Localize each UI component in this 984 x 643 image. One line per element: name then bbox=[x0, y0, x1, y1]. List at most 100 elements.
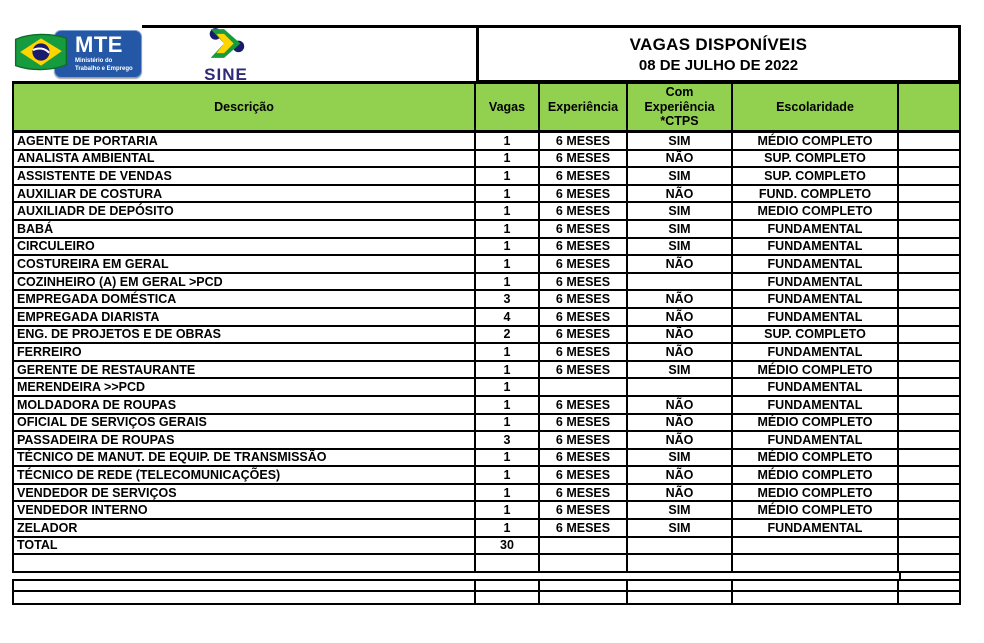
cell-escolaridade: FUNDAMENTAL bbox=[733, 432, 899, 450]
sine-wordmark: SINE bbox=[204, 65, 248, 84]
cell-escolaridade: FUNDAMENTAL bbox=[733, 291, 899, 309]
cell-vagas: 1 bbox=[476, 185, 540, 204]
empty-row bbox=[12, 578, 961, 592]
cell-descricao: EMPREGADA DIARISTA bbox=[12, 308, 476, 327]
mte-ministry-line2: Trabalho e Emprego bbox=[75, 65, 133, 72]
cell-extra bbox=[899, 273, 961, 292]
cell-ctps: NÃO bbox=[628, 308, 733, 327]
cell-escolaridade: FUNDAMENTAL bbox=[733, 396, 899, 415]
cell-vagas: 1 bbox=[476, 238, 540, 257]
cell-ctps: SIM bbox=[628, 220, 733, 239]
job-row: ANALISTA AMBIENTAL 1 6 MESES NÃO SUP. COMPLE… bbox=[12, 150, 961, 169]
job-row: COSTUREIRA EM GERAL 1 6 MESES NÃO FUNDAMENTA… bbox=[12, 256, 961, 274]
cell-extra bbox=[899, 379, 961, 397]
cell-descricao: FERREIRO bbox=[12, 344, 476, 362]
cell-descricao: AUXILIAR DE COSTURA bbox=[12, 185, 476, 204]
cell-ctps: NÃO bbox=[628, 484, 733, 503]
cell-escolaridade: FUNDAMENTAL bbox=[733, 520, 899, 538]
col-header-descricao: Descrição bbox=[12, 81, 476, 133]
cell-escolaridade: FUNDAMENTAL bbox=[733, 379, 899, 397]
cell-experiencia: 6 MESES bbox=[540, 484, 628, 503]
cell-ctps bbox=[628, 273, 733, 292]
cell-experiencia: 6 MESES bbox=[540, 344, 628, 362]
total-cell-empty bbox=[733, 537, 899, 556]
job-row: AUXILIAR DE COSTURA 1 6 MESES NÃO FUND. COMP… bbox=[12, 185, 961, 204]
cell-experiencia: 6 MESES bbox=[540, 273, 628, 292]
cell-descricao: VENDEDOR DE SERVIÇOS bbox=[12, 484, 476, 503]
cell-escolaridade: MÉDIO COMPLETO bbox=[733, 414, 899, 433]
cell-ctps: NÃO bbox=[628, 185, 733, 204]
cell-vagas: 1 bbox=[476, 344, 540, 362]
header-row: Descrição Vagas Experiência Com Experiên… bbox=[12, 81, 961, 133]
job-row: VENDEDOR DE SERVIÇOS 1 6 MESES NÃO MEDIO COM… bbox=[12, 484, 961, 503]
cell-ctps: SIM bbox=[628, 133, 733, 151]
cell-experiencia: 6 MESES bbox=[540, 133, 628, 151]
cell-descricao: MERENDEIRA >>PCD bbox=[12, 379, 476, 397]
cell-ctps: NÃO bbox=[628, 291, 733, 309]
cell-vagas: 1 bbox=[476, 273, 540, 292]
job-row: AUXILIADR DE DEPÓSITO 1 6 MESES SIM MEDIO CO… bbox=[12, 203, 961, 221]
cell-escolaridade: MÉDIO COMPLETO bbox=[733, 467, 899, 485]
total-vagas: 30 bbox=[476, 537, 540, 556]
cell-vagas: 1 bbox=[476, 361, 540, 380]
cell-experiencia: 6 MESES bbox=[540, 432, 628, 450]
cell-extra bbox=[899, 449, 961, 468]
cell-experiencia bbox=[540, 379, 628, 397]
cell-extra bbox=[899, 238, 961, 257]
cell-vagas: 1 bbox=[476, 449, 540, 468]
cell-vagas: 1 bbox=[476, 484, 540, 503]
cell-descricao: MOLDADORA DE ROUPAS bbox=[12, 396, 476, 415]
brazil-flag-icon bbox=[12, 29, 70, 80]
vagas-table: Descrição Vagas Experiência Com Experiên… bbox=[12, 81, 961, 605]
cell-extra bbox=[899, 133, 961, 151]
cell-descricao: EMPREGADA DOMÉSTICA bbox=[12, 291, 476, 309]
cell-escolaridade: FUND. COMPLETO bbox=[733, 185, 899, 204]
cell-extra bbox=[899, 203, 961, 221]
cell-descricao: ZELADOR bbox=[12, 520, 476, 538]
job-row: EMPREGADA DOMÉSTICA 3 6 MESES NÃO FUNDAMENTA… bbox=[12, 291, 961, 309]
cell-extra bbox=[899, 326, 961, 345]
cell-extra bbox=[899, 484, 961, 503]
cell-extra bbox=[899, 256, 961, 274]
cell-descricao: OFICIAL DE SERVIÇOS GERAIS bbox=[12, 414, 476, 433]
cell-ctps: NÃO bbox=[628, 432, 733, 450]
job-row: OFICIAL DE SERVIÇOS GERAIS 1 6 MESES NÃO MÉD… bbox=[12, 414, 961, 433]
empty-row bbox=[12, 555, 961, 573]
cell-experiencia: 6 MESES bbox=[540, 520, 628, 538]
cell-ctps: SIM bbox=[628, 449, 733, 468]
job-row: TÉCNICO DE REDE (TELECOMUNICAÇÕES) 1 6 MES… bbox=[12, 467, 961, 485]
cell-experiencia: 6 MESES bbox=[540, 168, 628, 186]
col-header-vagas: Vagas bbox=[476, 81, 540, 133]
cell-vagas: 3 bbox=[476, 291, 540, 309]
cell-descricao: PASSADEIRA DE ROUPAS bbox=[12, 432, 476, 450]
cell-escolaridade: SUP. COMPLETO bbox=[733, 168, 899, 186]
cell-descricao: ANALISTA AMBIENTAL bbox=[12, 150, 476, 169]
cell-experiencia: 6 MESES bbox=[540, 220, 628, 239]
cell-vagas: 1 bbox=[476, 467, 540, 485]
cell-descricao: TÉCNICO DE MANUT. DE EQUIP. DE TRANSMISS… bbox=[12, 449, 476, 468]
total-cell-empty bbox=[899, 537, 961, 556]
job-row: ZELADOR 1 6 MESES SIM FUNDAMENTAL bbox=[12, 520, 961, 538]
cell-escolaridade: MÉDIO COMPLETO bbox=[733, 449, 899, 468]
mte-ministry-line1: Ministério do bbox=[75, 58, 113, 64]
mte-logo-box: MTE Ministério do Trabalho e Emprego bbox=[54, 30, 142, 78]
cell-descricao: GERENTE DE RESTAURANTE bbox=[12, 361, 476, 380]
page-date: 08 DE JULHO DE 2022 bbox=[638, 56, 799, 74]
cell-descricao: ASSISTENTE DE VENDAS bbox=[12, 168, 476, 186]
cell-vagas: 1 bbox=[476, 220, 540, 239]
job-row: VENDEDOR INTERNO 1 6 MESES SIM MÉDIO COMPLET… bbox=[12, 502, 961, 521]
cell-ctps: NÃO bbox=[628, 396, 733, 415]
cell-extra bbox=[899, 361, 961, 380]
cell-vagas: 1 bbox=[476, 168, 540, 186]
job-row: PASSADEIRA DE ROUPAS 3 6 MESES NÃO FUNDAMENT… bbox=[12, 432, 961, 450]
table-footer: TOTAL 30 bbox=[12, 537, 961, 605]
cell-ctps: SIM bbox=[628, 168, 733, 186]
cell-extra bbox=[899, 291, 961, 309]
cell-ctps: SIM bbox=[628, 502, 733, 521]
col-header-escolaridade: Escolaridade bbox=[733, 81, 899, 133]
cell-escolaridade: SUP. COMPLETO bbox=[733, 326, 899, 345]
cell-extra bbox=[899, 185, 961, 204]
job-row: EMPREGADA DIARISTA 4 6 MESES NÃO FUNDAMENTAL bbox=[12, 308, 961, 327]
cell-descricao: AGENTE DE PORTARIA bbox=[12, 133, 476, 151]
cell-ctps: NÃO bbox=[628, 414, 733, 433]
